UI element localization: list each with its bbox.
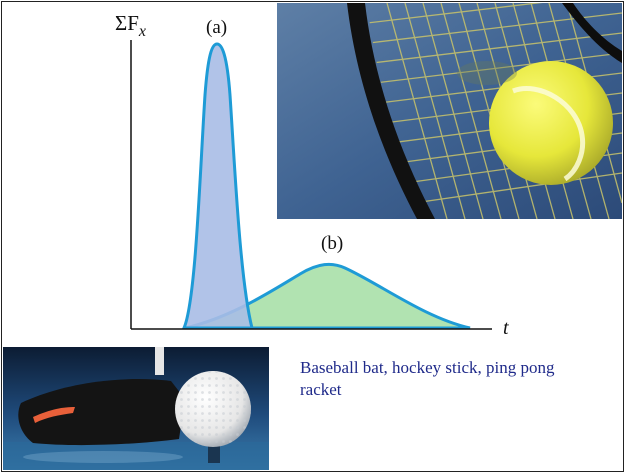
curve-a-area (181, 42, 254, 330)
caption-text: Baseball bat, hockey stick, ping pong ra… (300, 358, 555, 399)
curve-a-label: (a) (206, 17, 227, 38)
golf-club-photo (3, 347, 269, 470)
curve-b-label: (b) (321, 233, 343, 254)
y-axis-subscript: x (138, 23, 146, 40)
tennis-racket-photo (277, 3, 622, 219)
y-axis-label: ΣFx (115, 11, 146, 40)
x-axis-label: t (503, 317, 509, 339)
